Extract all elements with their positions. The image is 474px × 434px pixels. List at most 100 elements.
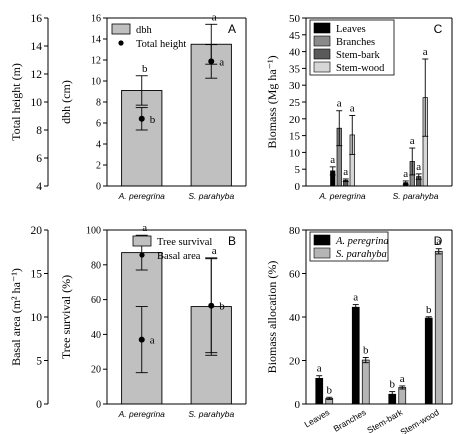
1|y_right|ticks-tick-label: 40 [91,330,101,341]
0|y_left|ticks-tick-label: 6 [36,153,42,165]
0|y_right|ticks-tick-label: 0 [96,182,101,193]
y-tick-label: 10 [289,147,301,159]
category-label: Stem-wood [399,407,441,434]
legend-marker [139,252,145,258]
panel-letter: B [228,234,236,248]
category-label: A. peregrina [118,191,166,201]
significance-letter: a [343,166,348,178]
point-basal-area [138,336,145,343]
y-tick-label: 60 [289,269,301,281]
significance-letter: a [436,236,441,248]
point-basal-area [208,302,215,309]
bar-significance-letter: a [142,222,147,234]
bar-s-parahyba [434,250,443,405]
legend-swatch [313,22,331,34]
point-significance-letter: b [150,114,156,126]
category-label: S. parahyba [393,191,439,201]
y-tick-label: 15 [289,131,301,143]
significance-letter: b [390,379,396,391]
point-total-height [138,115,145,122]
category-label: A. peregrina [118,409,166,419]
point-total-height [208,58,215,65]
bar-significance-letter: b [142,63,148,75]
legend-swatch [313,61,331,73]
legend-swatch [132,235,152,247]
y-tick-label: 30 [289,80,301,92]
y-axis-label: Biomass allocation (%) [265,261,279,374]
point-significance-letter: a [219,56,224,68]
bar-s-parahyba [361,359,370,405]
significance-letter: b [426,304,432,316]
1|y_left|ticks-tick-label: 0 [36,399,42,411]
y-tick-label: 80 [289,225,301,237]
bar-significance-letter: a [212,245,217,257]
y-tick-label: 40 [289,47,301,59]
0|y_left|ticks-tick-label: 14 [31,41,43,53]
y-right-label: dbh (cm) [59,80,73,124]
legend-label: A. peregrina [335,236,389,247]
1|y_left|ticks-tick-label: 20 [31,225,43,237]
legend-label: Branches [336,37,375,48]
significance-letter: a [330,154,335,166]
0|y_right|ticks-tick-label: 12 [91,56,101,67]
bar-s-parahyba [398,387,407,405]
bar-a-peregrina [315,377,324,405]
panel-letter: D [434,234,443,248]
y-tick-label: 20 [289,114,301,126]
0|y_right|ticks-tick-label: 16 [91,14,101,25]
legend-swatch [313,247,331,259]
0|y_right|ticks-tick-label: 8 [96,98,101,109]
legend: Tree survival Basal area [132,235,212,262]
significance-letter: a [410,135,415,147]
panel-a: b b A. peregrina a a S. parahyba 4 6 8 10 12 14 16 0 2… [9,11,247,201]
y-tick-label: 5 [295,164,301,176]
significance-letter: a [416,161,421,173]
y-right-label: Tree survival (%) [59,275,73,359]
y-left-label: Basal area (m² ha⁻¹) [9,268,23,366]
legend-label: Leaves [336,24,366,35]
0|y_left|ticks-tick-label: 12 [31,69,43,81]
legend: A. peregrina S. parahyba [309,231,389,262]
1|y_left|ticks-tick-label: 5 [36,356,42,368]
1|y_right|ticks-tick-label: 60 [91,295,101,306]
y-axis-label: Biomass (Mg ha⁻¹) [265,55,279,148]
legend-label: Basal area [157,251,201,262]
legend: dbh Total height [111,23,186,50]
category-label: S. parahyba [188,409,234,419]
y-tick-label: 35 [289,63,301,75]
1|y_right|ticks-tick-label: 0 [96,400,101,411]
category-label: Branches [332,407,368,434]
legend-label: S. parahyba [336,249,387,260]
0|y_left|ticks-tick-label: 16 [31,13,43,25]
panel-letter: A [228,22,236,36]
y-tick-label: 45 [289,30,301,42]
panel-b: a a A. peregrina a b S. parahyba 0 5 10 15 20 0 20 40… [9,222,247,419]
significance-letter: a [317,363,322,375]
bar-significance-letter: a [212,11,217,23]
significance-letter: a [400,373,405,385]
0|y_right|ticks-tick-label: 4 [96,140,101,151]
y-left-label: Total height (m) [9,63,23,141]
0|y_right|ticks-tick-label: 10 [91,77,101,88]
y-tick-label: 25 [289,97,301,109]
legend-label: Stem-wood [336,63,385,74]
y-tick-label: 0 [295,181,301,193]
point-significance-letter: b [219,301,225,313]
legend-swatch [313,48,331,60]
significance-letter: a [353,292,358,304]
legend-swatch [111,23,131,35]
1|y_right|ticks-tick-label: 20 [91,365,101,376]
y-tick-label: 50 [289,13,301,25]
category-label: A. peregrina [318,191,366,201]
0|y_right|ticks-tick-label: 6 [96,119,101,130]
category-label: S. parahyba [188,191,234,201]
legend: Leaves Branches Stem-bark Stem-wood [309,19,395,76]
legend-label: Tree survival [157,237,212,248]
significance-letter: a [403,168,408,180]
0|y_left|ticks-tick-label: 4 [36,181,42,193]
category-label: Leaves [303,407,332,429]
legend-label: dbh [136,25,153,36]
legend-swatch [313,234,331,246]
